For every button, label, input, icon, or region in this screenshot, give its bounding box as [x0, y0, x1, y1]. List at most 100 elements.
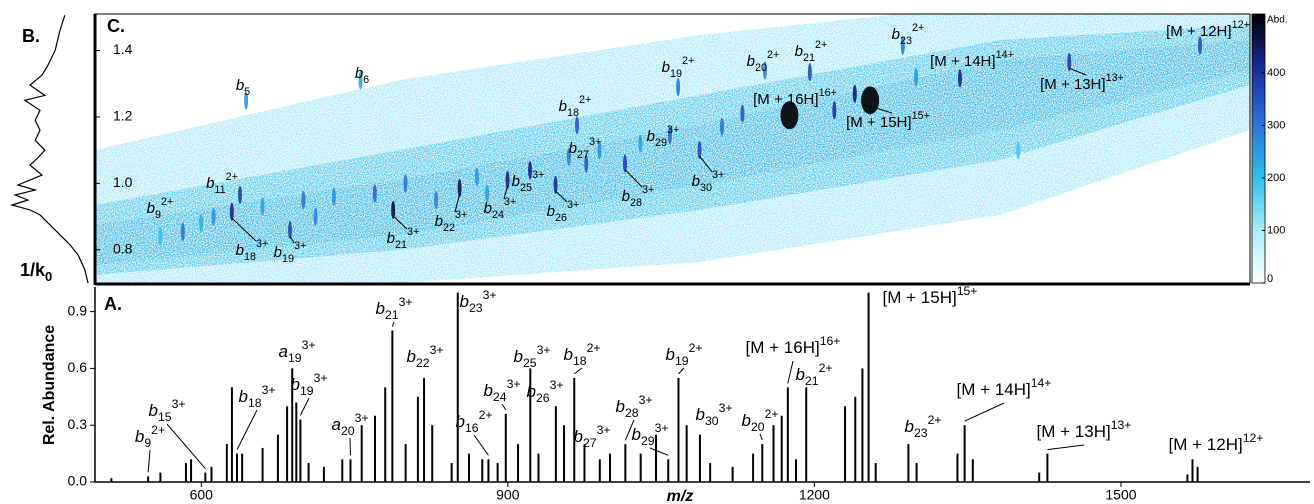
feature-spot [199, 214, 204, 233]
label-sub: 27 [577, 149, 589, 161]
label-sup: 14+ [1031, 376, 1052, 390]
feature-spot [238, 185, 243, 204]
label-base: [M + 12H] [1169, 435, 1243, 454]
label-base: b [512, 173, 520, 190]
label-sup: 14+ [996, 49, 1014, 61]
label-sup: 3+ [719, 401, 733, 415]
ion-label: a203+ [331, 411, 368, 438]
label-sup: 2+ [579, 94, 591, 106]
feature-spot [900, 36, 905, 55]
label-sub: 19 [675, 354, 689, 368]
label-base: b [559, 98, 567, 115]
leader-line [624, 419, 635, 441]
ion-label: b293+ [631, 421, 668, 448]
label-sup: 2+ [161, 196, 173, 208]
label-sup: 2+ [815, 39, 827, 51]
label-sup: 3+ [302, 338, 316, 352]
label-base: b [484, 200, 492, 217]
label-sub: 28 [625, 406, 639, 420]
label-base: b [236, 77, 244, 94]
label-base: [M + 14H] [930, 53, 995, 70]
label-base: [M + 16H] [746, 338, 820, 357]
label-base: b [569, 140, 577, 157]
label-sup: 2+ [767, 49, 779, 61]
label-base: b [206, 175, 214, 192]
label-sub: 5 [244, 86, 250, 98]
label-sup: 3+ [455, 209, 467, 221]
feature-spot [331, 187, 336, 206]
feature-spot [1016, 141, 1021, 160]
y-tick-label: 0.0 [68, 473, 88, 489]
ion-label: b293+ [647, 124, 680, 149]
label-base: b [355, 65, 363, 82]
colorbar-tick-label: 300 [1267, 119, 1285, 131]
label-base: b [692, 173, 700, 190]
label-base: b [662, 59, 670, 76]
ion-label: b153+ [148, 397, 185, 424]
label-base: b [148, 401, 157, 420]
feature-spot [1067, 53, 1072, 72]
ion-label: b183+ [236, 238, 269, 263]
ion-label: b273+ [573, 423, 610, 450]
label-base: b [547, 203, 555, 220]
label-sub: 9 [155, 209, 161, 221]
ion-label: b303+ [695, 401, 732, 428]
feature-spot [914, 68, 919, 87]
feature-spot [457, 179, 462, 198]
label-sup: 3+ [507, 377, 521, 391]
label-sup: 3+ [532, 169, 544, 181]
label-sub: 24 [492, 209, 504, 221]
panel-label: C. [107, 16, 125, 36]
y-tick-label: 0.6 [68, 359, 88, 375]
label-sub: 18 [244, 251, 256, 263]
label-sub: 11 [214, 184, 225, 196]
label-sub: 19 [288, 351, 302, 365]
y-tick-label: 1.0 [113, 174, 133, 190]
leader-line [649, 447, 669, 456]
label-base: b [290, 375, 299, 394]
leader-line [299, 397, 310, 416]
ion-label: b202+ [747, 49, 780, 74]
label-base: b [513, 347, 522, 366]
feature-spot [861, 86, 880, 115]
label-base: b [741, 411, 750, 430]
label-base: b [274, 244, 282, 261]
label-sub: 23 [914, 426, 928, 440]
label-base: b [526, 382, 535, 401]
ion-label: b283+ [622, 184, 655, 209]
label-base: b [795, 365, 804, 384]
label-base: b [622, 188, 630, 205]
ion-label: [M + 16H]16+ [753, 87, 837, 108]
x-axis-title: m/z [667, 488, 694, 504]
label-sub: 19 [670, 68, 682, 80]
leader-line [787, 360, 794, 384]
label-sup: 13+ [1106, 72, 1124, 84]
label-base: [M + 12H] [1166, 23, 1231, 40]
leader-line [236, 409, 258, 450]
colorbar-tick-label: 100 [1267, 224, 1285, 236]
label-base: b [573, 427, 582, 446]
feature-spot [211, 207, 216, 226]
feature-spot [1197, 36, 1202, 55]
label-sub: 30 [705, 414, 719, 428]
feature-spot [807, 63, 812, 82]
label-sup: 3+ [642, 184, 654, 196]
ion-label: b112+ [206, 171, 238, 196]
feature-spot [391, 200, 396, 219]
ion-label: b192+ [662, 55, 695, 80]
ion-label: [M + 15H]15+ [846, 110, 930, 131]
label-base: b [236, 242, 244, 259]
label-sup: 2+ [765, 407, 779, 421]
feature-spot [762, 61, 767, 80]
label-sup: 13+ [1111, 418, 1132, 432]
feature-spot [434, 190, 439, 209]
label-sub: 27 [583, 436, 597, 450]
label-sub: 23 [469, 301, 483, 315]
label-sub: 0 [45, 269, 52, 284]
ion-label: [M + 12H]12+ [1166, 19, 1250, 40]
colorbar-tick-label: 200 [1267, 172, 1285, 184]
label-base: a [278, 342, 287, 361]
leader-line [1069, 67, 1087, 76]
label-sup: 3+ [504, 196, 516, 208]
